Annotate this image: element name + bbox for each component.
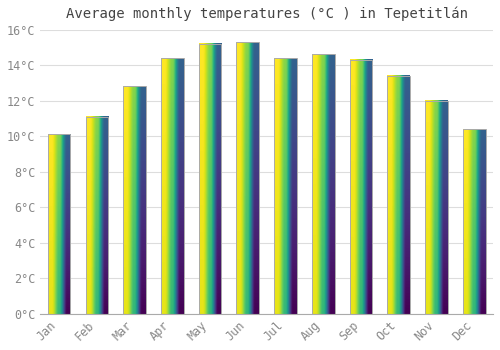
Bar <box>274 58 297 314</box>
Bar <box>199 44 222 314</box>
Title: Average monthly temperatures (°C ) in Tepetitlán: Average monthly temperatures (°C ) in Te… <box>66 7 468 21</box>
Bar <box>312 55 334 314</box>
Bar <box>161 58 184 314</box>
Bar <box>236 42 259 314</box>
Bar <box>86 117 108 314</box>
Bar <box>388 76 410 314</box>
Bar <box>463 129 485 314</box>
Bar <box>350 60 372 314</box>
Bar <box>425 101 448 314</box>
Bar <box>48 134 70 314</box>
Bar <box>124 86 146 314</box>
